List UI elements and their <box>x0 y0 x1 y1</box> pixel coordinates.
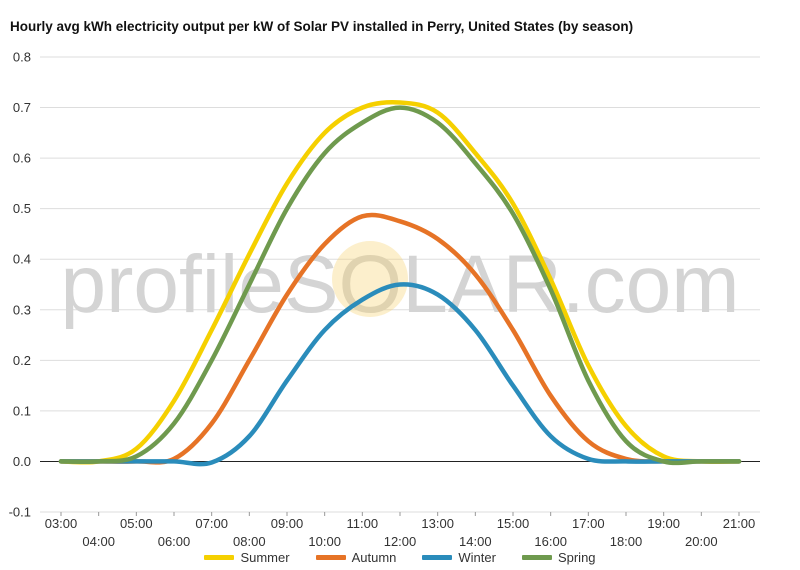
legend-swatch <box>204 555 235 560</box>
legend-swatch <box>422 555 453 560</box>
series-line-spring <box>58 105 742 466</box>
legend-label: Spring <box>557 550 596 565</box>
x-tick-label: 03:00 <box>45 516 78 531</box>
series-layer <box>58 99 742 467</box>
y-tick-label: 0.1 <box>13 403 31 418</box>
legend-label: Autumn <box>351 550 397 565</box>
y-tick-label: 0.5 <box>13 201 31 216</box>
legend-item-summer[interactable]: Summer <box>204 550 290 565</box>
legend-label: Winter <box>458 550 496 565</box>
y-tick-label: 0.6 <box>13 151 31 166</box>
x-tick-label: 19:00 <box>647 516 680 531</box>
x-tick-label: 13:00 <box>421 516 454 531</box>
y-tick-label: 0.0 <box>13 454 31 469</box>
x-tick-label: 20:00 <box>685 534 718 549</box>
axis-labels: 0.8 0.7 0.6 0.5 0.4 0.3 0.2 0.1 0.0 -0.1 03:00 04:0… <box>9 50 756 550</box>
x-tick-label: 11:00 <box>347 516 379 531</box>
x-tick-label: 17:00 <box>572 516 605 531</box>
chart-title: Hourly avg kWh electricity output per kW… <box>10 19 634 34</box>
x-tick-label: 16:00 <box>534 534 567 549</box>
x-tick-label: 06:00 <box>158 534 191 549</box>
legend-item-spring[interactable]: Spring <box>521 550 596 565</box>
x-tick-label: 12:00 <box>384 534 417 549</box>
y-tick-label: 0.4 <box>13 252 31 267</box>
series-line-winter <box>58 282 742 467</box>
series-line-summer <box>58 99 742 465</box>
x-tick-label: 21:00 <box>723 516 756 531</box>
legend: Summer Autumn Winter Spring <box>0 550 800 565</box>
watermark-sun-icon <box>332 241 408 317</box>
y-tick-label: -0.1 <box>9 505 31 520</box>
x-tick-label: 18:00 <box>610 534 643 549</box>
y-tick-label: 0.2 <box>13 353 31 368</box>
series-line-autumn <box>58 212 742 465</box>
y-tick-label: 0.8 <box>13 50 31 65</box>
x-tick-label: 15:00 <box>497 516 530 531</box>
y-tick-label: 0.3 <box>13 302 31 317</box>
x-tick-label: 08:00 <box>233 534 266 549</box>
y-tick-label: 0.7 <box>13 100 31 115</box>
legend-swatch <box>521 555 552 560</box>
legend-label: Summer <box>240 550 290 565</box>
x-tick-label: 14:00 <box>459 534 492 549</box>
x-tick-label: 10:00 <box>308 534 341 549</box>
legend-swatch <box>315 555 346 560</box>
x-tick-label: 09:00 <box>271 516 304 531</box>
x-tick-label: 07:00 <box>195 516 228 531</box>
legend-item-autumn[interactable]: Autumn <box>315 550 397 565</box>
legend-item-winter[interactable]: Winter <box>422 550 496 565</box>
x-tick-label: 04:00 <box>82 534 115 549</box>
x-tick-label: 05:00 <box>120 516 153 531</box>
